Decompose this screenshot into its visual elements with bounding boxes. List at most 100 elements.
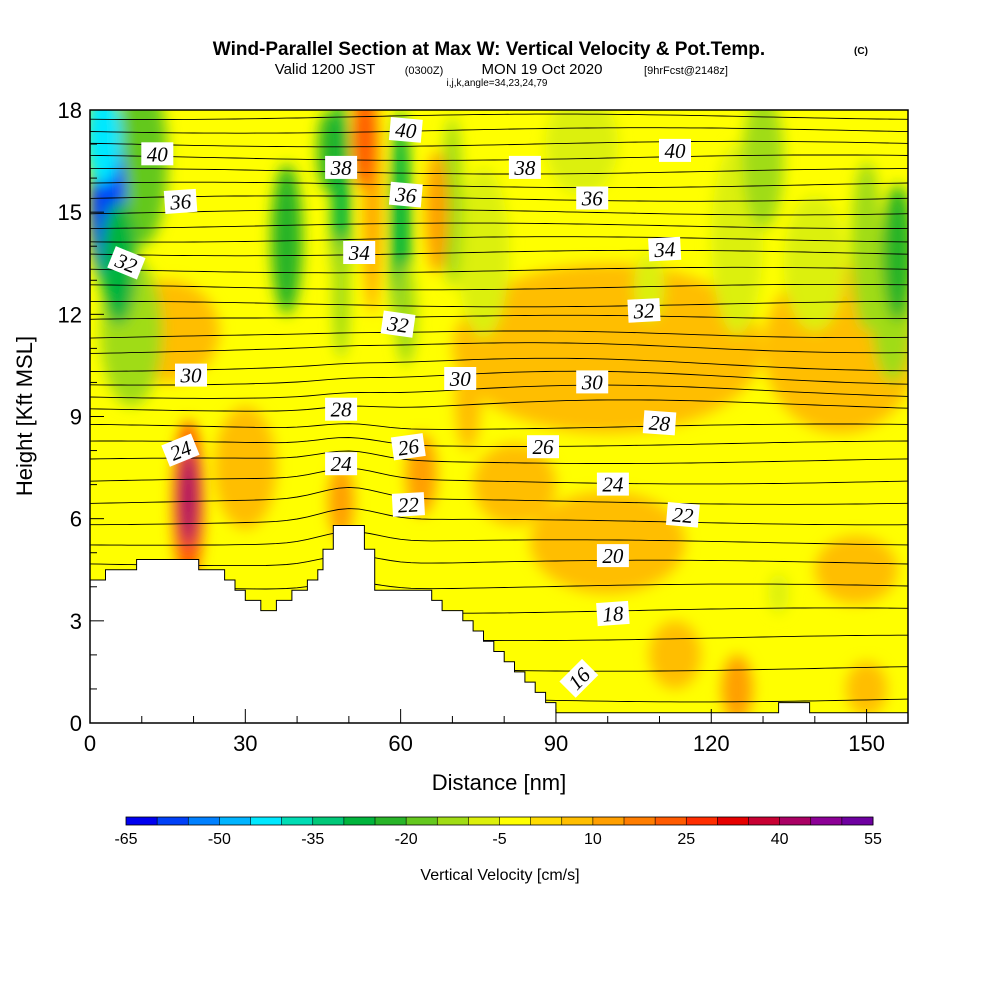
- contour-label: 20: [596, 544, 629, 568]
- contour-label: 36: [576, 186, 609, 211]
- contour-label-box: [141, 142, 174, 166]
- contour-label: 38: [508, 155, 541, 180]
- contour-label: 40: [388, 117, 423, 143]
- colorbar-swatch: [343, 817, 376, 825]
- contour-label-text: 20: [602, 544, 624, 568]
- velocity-cell: [721, 654, 753, 723]
- colorbar: -65 -50 -35 -20 -5 10 25 40 55: [114, 816, 882, 848]
- velocity-cell: [845, 661, 888, 717]
- contour-label: 24: [596, 472, 629, 497]
- colorbar-swatch: [655, 817, 687, 825]
- colorbar-tick-label: 55: [864, 831, 882, 848]
- contour-label-box: [642, 410, 677, 436]
- colorbar-swatch: [188, 817, 220, 825]
- colorbar-swatch: [499, 817, 532, 825]
- contour-label-text: 18: [602, 601, 625, 626]
- contour-label: 22: [391, 492, 425, 518]
- subtitle: Valid 1200 JST (0300Z) MON 19 Oct 2020 […: [275, 61, 728, 78]
- contour-label-box: [388, 117, 423, 143]
- colorbar-swatch: [779, 817, 812, 825]
- contour-label-box: [107, 246, 146, 280]
- contour-label: 40: [659, 138, 691, 163]
- y-tick-label: 3: [70, 609, 82, 634]
- theta-line: [90, 530, 908, 546]
- subtitle-forecast: [9hrFcst@2148z]: [644, 65, 728, 77]
- contour-label: 40: [141, 142, 174, 166]
- colorbar-tick-label: -65: [114, 831, 137, 848]
- contour-label-text: 32: [385, 311, 411, 338]
- theta-line: [90, 370, 908, 386]
- contour-label-text: 24: [331, 452, 353, 476]
- contour-label-box: [559, 658, 599, 698]
- theta-line: [90, 283, 908, 291]
- colorbar-swatch: [281, 817, 314, 825]
- theta-line: [90, 450, 908, 464]
- velocity-cell: [882, 184, 908, 322]
- colorbar-swatch: [686, 817, 718, 825]
- contour-label: 18: [596, 600, 630, 627]
- contour-label-box: [527, 435, 559, 459]
- contour-label: 26: [390, 433, 426, 461]
- colorbar-swatch: [624, 817, 656, 825]
- colorbar-tick-label: 10: [584, 831, 602, 848]
- contour-label-text: 40: [147, 142, 169, 166]
- contour-label: 30: [576, 370, 609, 394]
- colorbar-swatch: [250, 817, 283, 825]
- contour-label-text: 22: [671, 502, 695, 528]
- contour-label-box: [175, 363, 207, 387]
- contour-label: 32: [627, 298, 661, 323]
- contour-label-box: [576, 186, 609, 210]
- contour-label-box: [596, 600, 630, 627]
- colorbar-swatch: [219, 817, 251, 825]
- subtitle-date: MON 19 Oct 2020: [482, 61, 603, 78]
- theta-line: [90, 168, 908, 175]
- colorbar-tick-label: -50: [208, 831, 231, 848]
- contour-label: 36: [163, 188, 198, 215]
- contour-label: 34: [343, 241, 376, 265]
- theta-line: [90, 266, 908, 274]
- velocity-cell: [179, 450, 198, 546]
- velocity-cell: [454, 348, 481, 451]
- velocity-cell: [214, 406, 277, 529]
- theta-line: [90, 154, 908, 161]
- x-tick-label: 60: [388, 731, 412, 756]
- y-tick-label: 0: [70, 711, 82, 736]
- x-axis-label: Distance [nm]: [432, 770, 567, 795]
- contour-label-box: [648, 236, 682, 262]
- contour-label: 22: [665, 501, 700, 528]
- theta-line: [90, 249, 908, 257]
- velocity-cell: [452, 263, 764, 434]
- theta-line: [90, 423, 908, 430]
- contour-label-text: 38: [330, 156, 353, 180]
- colorbar-tick-label: -20: [395, 831, 418, 848]
- colorbar-label: Vertical Velocity [cm/s]: [420, 867, 579, 884]
- theta-line: [90, 208, 908, 216]
- contour-label-box: [627, 298, 661, 323]
- theta-line: [90, 357, 908, 372]
- colorbar-swatch: [157, 817, 189, 825]
- terrain-outline: [90, 525, 908, 723]
- contour-label-box: [596, 472, 629, 496]
- theta-line: [90, 300, 908, 308]
- subtitle-params: i,j,k,angle=34,23,24,79: [447, 78, 548, 89]
- chart-title: Wind-Parallel Section at Max W: Vertical…: [213, 39, 765, 60]
- contour-label: 32: [380, 310, 416, 338]
- contour-label-text: 34: [653, 237, 677, 262]
- colorbar-tick-label: -35: [301, 831, 324, 848]
- theta-line: [90, 342, 908, 354]
- copyright-mark: (C): [854, 46, 868, 57]
- contour-label: 28: [325, 397, 358, 422]
- velocity-cell: [271, 164, 303, 315]
- colorbar-swatch: [841, 817, 874, 825]
- contour-label-box: [444, 367, 477, 390]
- contour-label-text: 40: [665, 139, 687, 163]
- contour-label-box: [508, 155, 541, 179]
- theta-line: [90, 314, 908, 320]
- contour-label-text: 36: [168, 189, 192, 215]
- velocity-cell: [332, 236, 350, 359]
- x-tick-label: 90: [544, 731, 568, 756]
- contour-label-text: 26: [533, 435, 555, 459]
